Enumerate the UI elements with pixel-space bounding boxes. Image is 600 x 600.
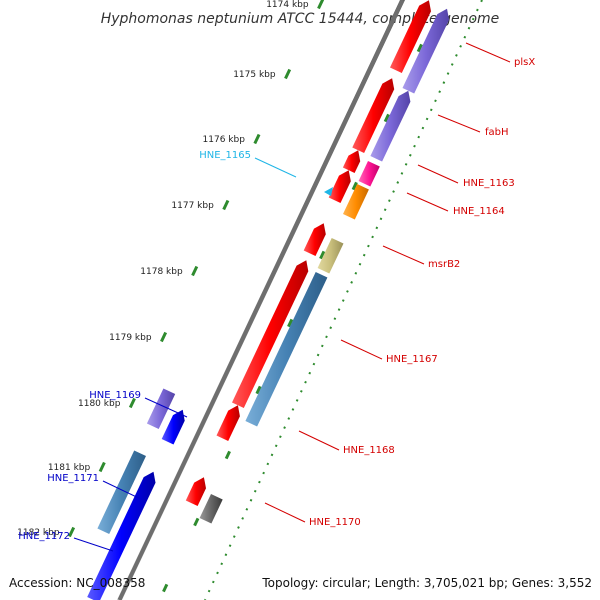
leader-HNE_1171 (102, 480, 146, 502)
ring-tick (383, 113, 390, 123)
leader-HNE_1164 (406, 192, 449, 212)
gene-label-HNE_1163: HNE_1163 (463, 178, 515, 189)
tick-labels: 1174 kbp 1175 kbp 1176 kbp 1177 kbp 1178 kbp… (17, 0, 309, 538)
tick-mark (284, 68, 292, 80)
cds-HNE_1163 (342, 150, 361, 173)
tick-label: 1178 kbp (140, 267, 183, 277)
ring-tick (287, 318, 294, 328)
orf-fabH (370, 90, 411, 162)
gene-label-HNE_1172: HNE_1172 (18, 531, 70, 542)
orf-HNE_1167 (245, 272, 328, 427)
cds-HNE_1169 (161, 409, 185, 445)
ring-tick (162, 583, 169, 593)
tick-label: 1179 kbp (109, 333, 152, 343)
tick-mark (98, 461, 106, 473)
gene-labels: plsX fabH HNE_1163 HNE_1164 msrB2 HNE_1167 HNE… (18, 57, 535, 542)
orf-msrB2 (317, 238, 344, 274)
map-title: Hyphomonas neptunium ATCC 15444, complet… (101, 11, 500, 27)
leader-HNE_1165 (254, 157, 297, 178)
cds-msrB2 (303, 223, 326, 256)
gene-label-HNE_1165: HNE_1165 (199, 150, 251, 161)
orf-HNE_1169 (146, 388, 176, 429)
tick-label: 1175 kbp (233, 70, 276, 80)
topology-text: Topology: circular; Length: 3,705,021 bp… (261, 576, 592, 590)
tick-mark (253, 133, 261, 145)
ring-tick (255, 385, 262, 395)
cds-HNE_1168 (216, 405, 240, 441)
trna-HNE_1165 (324, 187, 333, 196)
gene-label-msrB2: msrB2 (428, 259, 460, 270)
tick-label: 1182 kbp (17, 528, 60, 538)
tick-mark (191, 265, 199, 277)
leader-HNE_1167 (340, 339, 383, 360)
tick-label: 1181 kbp (48, 463, 91, 473)
tick-mark (128, 397, 136, 409)
tick-mark (160, 331, 168, 343)
guide-dots (119, 0, 483, 600)
accession-text: Accession: NC_008358 (9, 576, 145, 590)
leader-HNE_1163 (417, 164, 459, 184)
orf-HNE_1170 (199, 494, 223, 524)
gene-label-fabH: fabH (485, 127, 509, 138)
backbone-line (117, 0, 405, 600)
gene-label-HNE_1167: HNE_1167 (386, 354, 438, 365)
orf-HNE_1163 (358, 161, 380, 187)
tick-marks (68, 0, 423, 593)
gene-label-HNE_1169: HNE_1169 (89, 390, 141, 401)
ring-tick (319, 250, 326, 260)
cds-plsX (390, 0, 431, 74)
tick-label: 1180 kbp (78, 399, 121, 409)
gene-label-plsX: plsX (514, 57, 535, 68)
ring-tick (193, 517, 200, 527)
leader-fabH (437, 114, 481, 133)
cds-HNE_1167 (232, 260, 309, 408)
leader-HNE_1168 (298, 430, 340, 451)
orf-plsX (402, 8, 450, 94)
leader-plsX (465, 42, 511, 63)
cds-fabH (352, 78, 395, 153)
tick-mark (317, 0, 325, 10)
gene-label-HNE_1171: HNE_1171 (47, 473, 99, 484)
leader-HNE_1172 (73, 537, 114, 552)
tick-mark (68, 526, 76, 538)
ring-tick (416, 43, 423, 53)
ring-tick (351, 181, 358, 191)
cds-HNE_1171-1172 (87, 471, 156, 600)
gene-features (87, 0, 450, 600)
tick-label: 1174 kbp (266, 0, 309, 10)
tick-label: 1176 kbp (203, 135, 246, 145)
tick-label: 1177 kbp (171, 201, 214, 211)
label-leaders (73, 42, 511, 552)
leader-msrB2 (382, 245, 425, 265)
gene-label-HNE_1164: HNE_1164 (453, 206, 505, 217)
leader-HNE_1169 (144, 397, 188, 418)
gene-label-HNE_1168: HNE_1168 (343, 445, 395, 456)
orf-HNE_1164 (343, 184, 369, 220)
leader-HNE_1170 (264, 502, 306, 523)
orf-HNE_1171 (97, 450, 146, 534)
ring-tick (224, 450, 231, 460)
gene-label-HNE_1170: HNE_1170 (309, 517, 361, 528)
cds-HNE_1164 (328, 170, 351, 203)
tick-mark (222, 199, 230, 211)
cds-HNE_1170 (185, 477, 206, 506)
